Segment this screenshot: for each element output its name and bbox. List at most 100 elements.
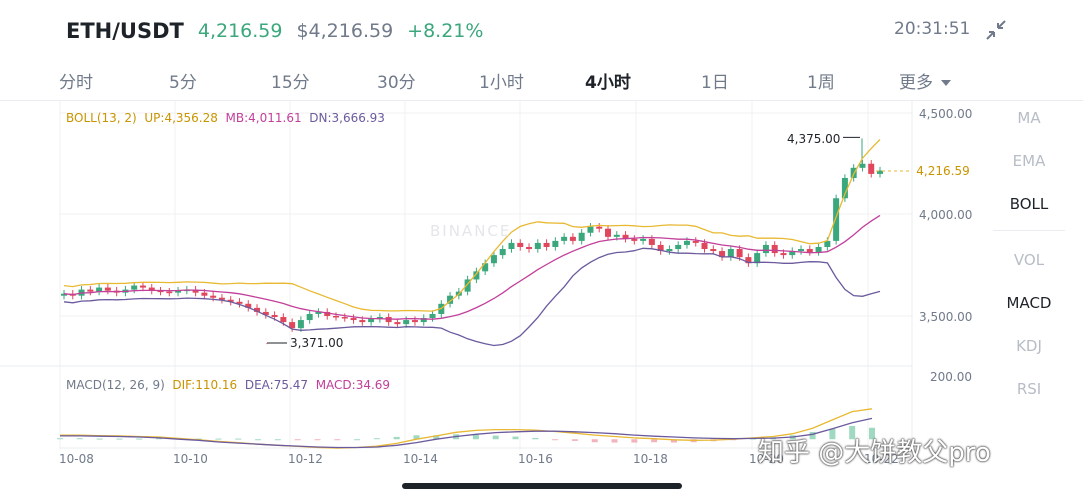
indicator-rsi[interactable]: RSI <box>1016 380 1042 398</box>
time-axis-label: 10-08 <box>59 452 94 466</box>
macd-histogram-bar <box>373 438 380 440</box>
candle-body <box>789 251 796 256</box>
candle-body <box>587 226 594 233</box>
candle-body <box>245 303 252 308</box>
macd-histogram-bar <box>334 439 341 441</box>
caret-down-icon <box>941 80 951 86</box>
candle-body <box>543 242 550 247</box>
macd-name: MACD(12, 26, 9) <box>66 378 165 392</box>
candle-body <box>824 240 831 247</box>
candle-body <box>104 287 111 291</box>
pair-name[interactable]: ETH/USDT <box>66 19 184 43</box>
macd-histogram-bar <box>235 438 242 440</box>
candle-body <box>411 320 418 323</box>
candle-body <box>534 242 541 250</box>
macd-histogram-bar <box>651 439 658 443</box>
macd-histogram-bar <box>413 435 420 440</box>
macd-histogram-bar <box>809 431 816 440</box>
candle-body <box>368 319 375 323</box>
candle-body <box>333 316 339 318</box>
indicator-ma[interactable]: MA <box>1017 109 1041 127</box>
candle-body <box>596 226 603 229</box>
candle-body <box>727 249 734 258</box>
boll-name: BOLL(13, 2) <box>66 111 137 125</box>
candle-body <box>877 170 883 174</box>
candle-body <box>622 234 629 239</box>
boll-dn: DN:3,666.93 <box>309 111 385 125</box>
candle-body <box>640 238 647 241</box>
price-axis-label: 4,000.00 <box>919 208 973 222</box>
tab-1w[interactable]: 1周 <box>807 73 835 93</box>
candle-body <box>648 238 655 245</box>
macd-histogram-bar <box>314 439 321 441</box>
indicator-boll[interactable]: BOLL <box>1009 195 1049 213</box>
macd-histogram-bar <box>294 439 301 441</box>
candle-body <box>745 257 752 264</box>
candle-body <box>517 242 524 247</box>
macd-histogram-bar <box>57 438 63 440</box>
macd-histogram-bar <box>393 436 400 440</box>
candle-body <box>482 263 489 272</box>
candle-body <box>833 198 840 241</box>
home-indicator[interactable] <box>402 483 682 489</box>
fiat-price: $4,216.59 <box>296 20 394 42</box>
macd-histogram-bar <box>116 438 123 440</box>
price-axis-label: 3,500.00 <box>919 310 973 324</box>
price-axis-label: 4,500.00 <box>919 107 973 121</box>
tab-15m[interactable]: 15分 <box>271 73 310 93</box>
indicator-kdj[interactable]: KDJ <box>1016 337 1042 355</box>
candle-body <box>420 318 427 323</box>
candle-body <box>683 240 690 245</box>
macd-histogram-bar <box>829 428 836 440</box>
candle-body <box>148 287 155 291</box>
candle-body <box>508 242 515 250</box>
tab-timeline[interactable]: 分时 <box>59 73 93 93</box>
candle-body <box>157 290 164 293</box>
collapse-icon[interactable] <box>984 18 1008 42</box>
tab-more[interactable]: 更多 <box>899 68 951 93</box>
tab-5m[interactable]: 5分 <box>169 73 197 93</box>
candle-body <box>350 318 357 321</box>
candle-body <box>868 163 875 174</box>
candle-body <box>61 293 67 296</box>
candle-body <box>815 246 822 253</box>
candle-body <box>271 314 278 318</box>
macd-histogram-bar <box>76 438 83 440</box>
candle-body <box>701 242 708 250</box>
candle-body <box>429 313 436 319</box>
macd-histogram-bar <box>215 438 222 440</box>
tab-4h[interactable]: 4小时 <box>585 73 631 93</box>
macd-histogram-bar <box>96 438 103 440</box>
indicator-macd[interactable]: MACD <box>1006 294 1052 312</box>
macd-histogram-bar <box>195 438 202 440</box>
candle-body <box>569 236 576 241</box>
candle-body <box>315 311 322 314</box>
candle-body <box>499 249 506 256</box>
candle-body <box>798 249 805 252</box>
candle-body <box>280 317 287 323</box>
time-axis-label: 10-10 <box>173 452 208 466</box>
boll-dn-line <box>63 247 881 347</box>
candle-body <box>692 240 699 243</box>
candle-body <box>605 228 611 237</box>
tab-1h[interactable]: 1小时 <box>479 73 524 93</box>
macd-dif-line <box>60 408 873 449</box>
indicator-ema[interactable]: EMA <box>1012 152 1046 170</box>
indicator-vol[interactable]: VOL <box>1013 251 1045 269</box>
tab-30m[interactable]: 30分 <box>377 73 416 93</box>
ticker-header: ETH/USDT 4,216.59 $4,216.59 +8.21% <box>66 14 483 48</box>
candle-body <box>710 249 717 252</box>
candle-body <box>139 285 146 288</box>
candle-body <box>771 244 778 254</box>
candle-body <box>526 246 533 250</box>
time-axis-label: 10-14 <box>403 452 438 466</box>
boll-up-line <box>63 139 881 312</box>
macd-histogram-bar <box>869 427 875 440</box>
candle-body <box>201 292 208 296</box>
time-axis-label: 10-16 <box>518 452 553 466</box>
tab-1d[interactable]: 1日 <box>701 73 729 93</box>
candle-body <box>262 311 269 315</box>
candle-body <box>227 299 234 302</box>
candle-body <box>754 253 761 264</box>
